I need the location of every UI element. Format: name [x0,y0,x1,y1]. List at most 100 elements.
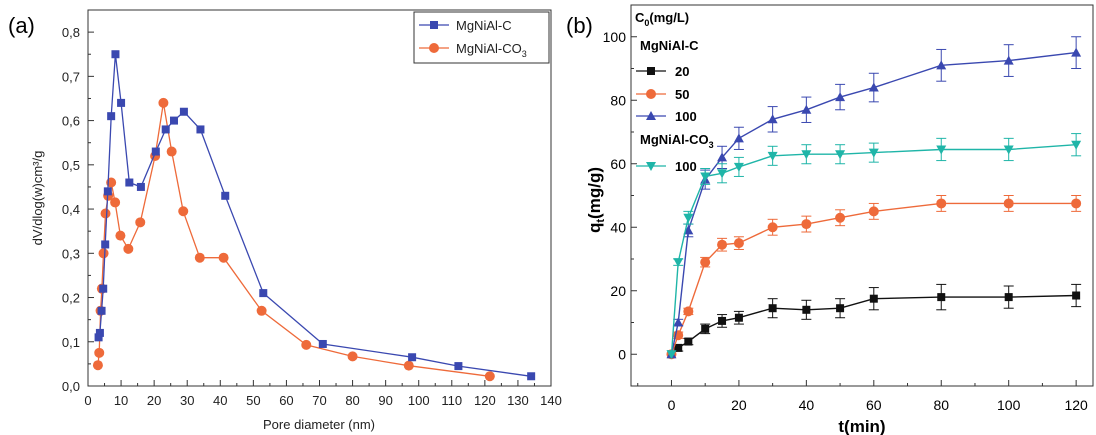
series-line-a-0 [97,54,532,377]
x-tick-label-a: 10 [114,393,128,408]
data-point-b-1 [717,239,728,250]
legend-marker-20 [647,67,655,75]
chart-a: 0 10 20 30 40 50 60 70 80 90 100 110 120 130 140 0,0 0,1… [30,9,562,432]
data-point-b-0 [684,337,693,346]
legend-box-a [413,11,550,64]
data-point-b-0 [937,293,946,302]
y-tick-label-a: 0,8 [62,25,80,40]
data-point-b-0 [869,294,878,303]
data-point-a-0 [107,112,116,121]
data-point-b-3 [717,169,728,179]
x-tick-label-b: 20 [731,397,747,413]
data-point-b-2 [673,317,684,327]
x-tick-label-a: 0 [84,393,91,408]
x-tick-label-b: 80 [933,397,949,413]
y-tick-label-b: 80 [610,92,626,108]
data-point-a-0 [259,289,268,298]
series-line-b-3 [670,144,1077,355]
data-point-b-2 [767,114,778,124]
data-point-b-0 [768,304,777,313]
legend-a: MgNiAl-C MgNiAl-CO3 [413,11,550,64]
data-point-b-2 [801,104,812,114]
data-point-a-1 [94,347,105,358]
x-tick-label-a: 50 [246,393,260,408]
axes-b: 0 20 40 60 80 100 120 0 20 40 60 80 100 [603,4,1088,413]
data-point-b-2 [1071,47,1082,57]
data-point-b-2 [835,92,846,102]
x-tick-label-b: 100 [997,397,1021,413]
x-tick-label-a: 130 [507,393,529,408]
plot-frame-a [87,9,552,387]
data-point-b-3 [673,258,684,268]
data-point-b-3 [733,162,744,172]
x-tick-label-a: 90 [378,393,392,408]
data-point-a-1 [100,208,111,219]
y-tick-label-a: 0,4 [62,202,80,217]
x-tick-label-a: 140 [540,393,562,408]
legend-label-100-c: 100 [675,109,697,124]
data-point-a-0 [117,98,126,107]
data-point-a-0 [111,50,120,59]
data-point-b-0 [734,313,743,322]
x-axis-label-a: Pore diameter (nm) [263,417,375,432]
data-point-b-1 [1003,198,1014,209]
data-point-b-0 [701,324,710,333]
data-point-a-0 [221,191,230,200]
data-point-a-1 [166,146,177,157]
x-tick-label-a: 110 [441,393,462,408]
panel-label-b: (b) [566,13,593,38]
y-tick-label-b: 40 [610,219,626,235]
data-point-b-1 [868,206,879,217]
y-tick-label-a: 0,2 [62,291,80,306]
legend-label-50: 50 [675,87,689,102]
data-point-b-1 [936,198,947,209]
data-point-b-3 [683,213,694,223]
legend-marker-mgnial-co3 [429,43,439,53]
data-point-a-0 [318,339,327,348]
data-point-b-0 [836,304,845,313]
data-point-a-0 [101,240,110,249]
data-point-b-3 [767,151,778,161]
data-point-b-0 [1072,291,1081,300]
data-point-b-2 [683,225,694,235]
data-point-a-1 [218,252,229,263]
data-point-b-2 [1003,55,1014,65]
data-point-b-3 [1071,140,1082,150]
x-tick-label-a: 80 [345,393,359,408]
data-point-b-1 [767,222,778,233]
series-line-b-1 [670,202,1077,355]
data-point-b-3 [868,148,879,158]
data-point-a-1 [110,197,121,208]
data-point-b-2 [717,152,728,162]
data-point-b-0 [718,316,727,325]
y-tick-label-a: 0,3 [62,246,80,261]
data-point-b-3 [666,350,677,360]
data-point-b-2 [936,60,947,70]
series-group-a [92,50,536,382]
data-point-a-1 [403,360,414,371]
x-tick-label-b: 120 [1064,397,1088,413]
data-point-b-1 [733,238,744,249]
axes-a: 0 10 20 30 40 50 60 70 80 90 100 110 120 130 140 0,0 0,1… [62,9,562,408]
data-point-a-0 [125,178,134,187]
legend-marker-100-co3 [646,162,656,171]
y-tick-label-a: 0,1 [62,335,80,350]
data-point-b-0 [674,343,683,352]
data-point-a-1 [301,339,312,350]
legend-group-mgnial-c: MgNiAl-C [640,38,699,53]
data-point-b-3 [801,150,812,160]
data-point-b-2 [868,82,879,92]
data-point-b-2 [733,133,744,143]
x-tick-label-a: 30 [180,393,194,408]
data-point-b-3 [936,145,947,155]
data-point-a-0 [95,328,104,337]
series-line-a-1 [97,102,490,377]
data-point-a-0 [103,187,112,196]
x-axis-label-b: t(min) [838,417,885,435]
data-point-b-0 [802,305,811,314]
panel-label-a: (a) [8,13,35,38]
data-point-a-1 [178,206,189,217]
data-point-a-1 [98,248,109,259]
data-point-b-1 [683,306,694,317]
y-tick-label-a: 0,5 [62,158,80,173]
